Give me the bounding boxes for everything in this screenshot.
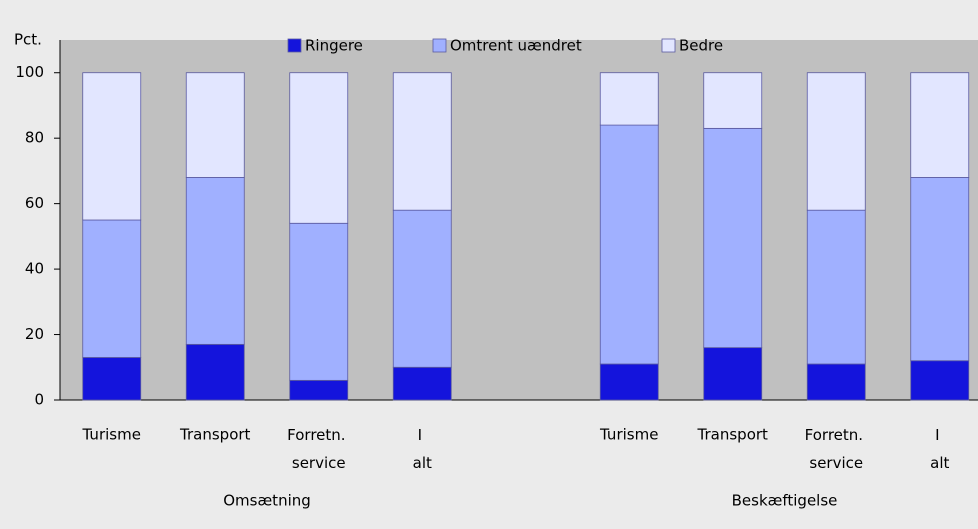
bar-segment xyxy=(289,222,349,381)
legend-swatch xyxy=(287,38,302,53)
legend-swatch xyxy=(432,38,447,53)
bar-segment xyxy=(289,379,349,401)
legend-label: Ringere xyxy=(305,37,363,55)
bar-segment xyxy=(703,127,763,349)
y-tick-label: 20 xyxy=(25,325,44,343)
y-tick-label: 0 xyxy=(34,391,44,409)
x-tick-label-line: service xyxy=(292,454,346,472)
bar-segment xyxy=(910,360,970,401)
bar-segment xyxy=(392,209,452,368)
bar-segment xyxy=(703,347,763,401)
x-tick-label: Forretn. service xyxy=(805,426,868,472)
x-tick-label: Transport xyxy=(179,426,251,444)
x-tick-label: I alt xyxy=(413,426,432,472)
x-tick-label: I alt xyxy=(930,426,949,472)
bar-segment xyxy=(910,177,970,362)
bar-segment xyxy=(82,219,142,358)
x-tick-label-line: alt xyxy=(930,454,949,472)
bar-segment xyxy=(703,72,763,129)
x-tick-label-line: Forretn. xyxy=(805,426,868,444)
bar-segment xyxy=(185,72,245,178)
bar-segment xyxy=(806,72,866,211)
bar-segment xyxy=(185,343,245,401)
group-label: Omsætning xyxy=(223,492,311,510)
x-tick-label: Turisme xyxy=(82,426,141,444)
x-tick-label: Turisme xyxy=(599,426,658,444)
y-tick-label: 80 xyxy=(25,129,44,147)
bar-segment xyxy=(82,357,142,401)
bar-segment xyxy=(392,366,452,401)
y-tick-label: 60 xyxy=(25,194,44,212)
bar-segment xyxy=(289,72,349,224)
bar-segment xyxy=(806,209,866,365)
y-tick-label: 100 xyxy=(15,63,44,81)
bar-segment xyxy=(82,72,142,221)
x-tick-label: Transport xyxy=(697,426,769,444)
group-label: Beskæftigelse xyxy=(732,492,838,510)
bar-segment xyxy=(806,363,866,401)
x-tick-label-line: I xyxy=(418,426,427,444)
legend-swatch xyxy=(661,38,676,53)
y-axis-label: Pct. xyxy=(14,31,42,49)
legend-label: Bedre xyxy=(679,37,723,55)
bar-segment xyxy=(392,72,452,211)
bar-segment xyxy=(910,72,970,178)
x-tick-label-line: alt xyxy=(413,454,432,472)
y-tick-label: 40 xyxy=(25,260,44,278)
x-tick-label-line: I xyxy=(935,426,944,444)
x-tick-label: Forretn. service xyxy=(287,426,350,472)
x-tick-label-line: Forretn. xyxy=(287,426,350,444)
bar-segment xyxy=(599,72,659,126)
bar-segment xyxy=(185,177,245,345)
x-tick-label-line: service xyxy=(809,454,863,472)
bar-segment xyxy=(599,363,659,401)
legend-label: Omtrent uændret xyxy=(450,37,582,55)
bar-segment xyxy=(599,124,659,365)
